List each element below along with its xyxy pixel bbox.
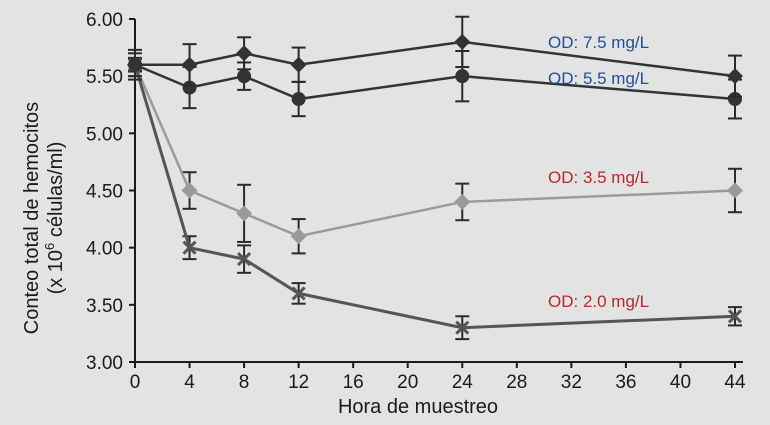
data-point (727, 309, 743, 324)
data-point (727, 68, 743, 85)
x-tick-label: 32 (561, 372, 582, 393)
series-label: OD: 5.5 mg/L (548, 69, 649, 88)
series-line (133, 64, 736, 330)
x-tick-label: 0 (130, 372, 141, 393)
x-tick-label: 40 (670, 372, 691, 393)
y-tick-label: 6.00 (86, 10, 123, 31)
data-point (181, 56, 198, 73)
y-tick-label: 3.00 (86, 353, 123, 374)
x-tick-label: 4 (184, 372, 195, 393)
data-point (455, 69, 470, 84)
series-labels: OD: 7.5 mg/L OD: 5.5 mg/L OD: 3.5 mg/L OD: … (548, 33, 649, 311)
y-tick-label: 5.00 (86, 124, 123, 145)
series-label: OD: 7.5 mg/L (548, 33, 649, 52)
y-axis-label-line2: (x 106 células/ml) (42, 142, 67, 295)
data-point (236, 45, 253, 62)
data-point (727, 182, 743, 199)
data-point (290, 228, 307, 245)
axes: 3.00 3.50 4.00 4.50 5.00 5.50 6.00 0 4 8 12 16 20 24 2… (86, 10, 746, 393)
data-point (237, 252, 252, 267)
data-point (291, 92, 306, 107)
y-axis-label-exponent: 6 (42, 243, 57, 250)
x-tick-label: 36 (615, 372, 636, 393)
y-axis-label: Conteo total de hemocitos (x 106 células… (21, 102, 67, 334)
y-tick-label: 4.00 (86, 239, 123, 260)
data-point (728, 92, 742, 107)
series-3 (127, 57, 743, 341)
data-point (236, 205, 253, 222)
data-point (290, 56, 307, 73)
x-axis-label: Hora de muestreo (338, 396, 498, 418)
data-point (454, 193, 471, 210)
x-tick-label: 28 (506, 372, 527, 393)
x-tick-label: 8 (239, 372, 250, 393)
y-axis-label-prefix: (x 10 (45, 250, 67, 294)
data-point (182, 240, 197, 255)
data-point (291, 286, 306, 301)
data-point (181, 182, 198, 199)
data-point (455, 320, 470, 335)
y-tick-label: 4.50 (86, 182, 123, 203)
x-tick-label: 20 (397, 372, 418, 393)
data-point (454, 33, 471, 50)
data-point (237, 69, 252, 84)
data-point (127, 56, 143, 73)
series-label: OD: 3.5 mg/L (548, 168, 649, 187)
series-line (134, 63, 736, 101)
y-axis-label-line1: Conteo total de hemocitos (21, 102, 43, 334)
series-0 (127, 15, 743, 98)
x-tick-label: 12 (288, 372, 309, 393)
series-label: OD: 2.0 mg/L (548, 292, 649, 311)
x-tick-label: 44 (724, 372, 746, 393)
series-line (135, 40, 736, 78)
y-tick-label: 3.50 (86, 296, 123, 317)
data-point (182, 80, 197, 95)
x-tick-label: 24 (452, 372, 474, 393)
x-tick-label: 16 (343, 372, 364, 393)
series-line (133, 64, 736, 238)
y-tick-label: 5.50 (86, 67, 123, 88)
series-layer (127, 15, 743, 341)
y-axis-label-suffix: células/ml) (45, 142, 67, 243)
